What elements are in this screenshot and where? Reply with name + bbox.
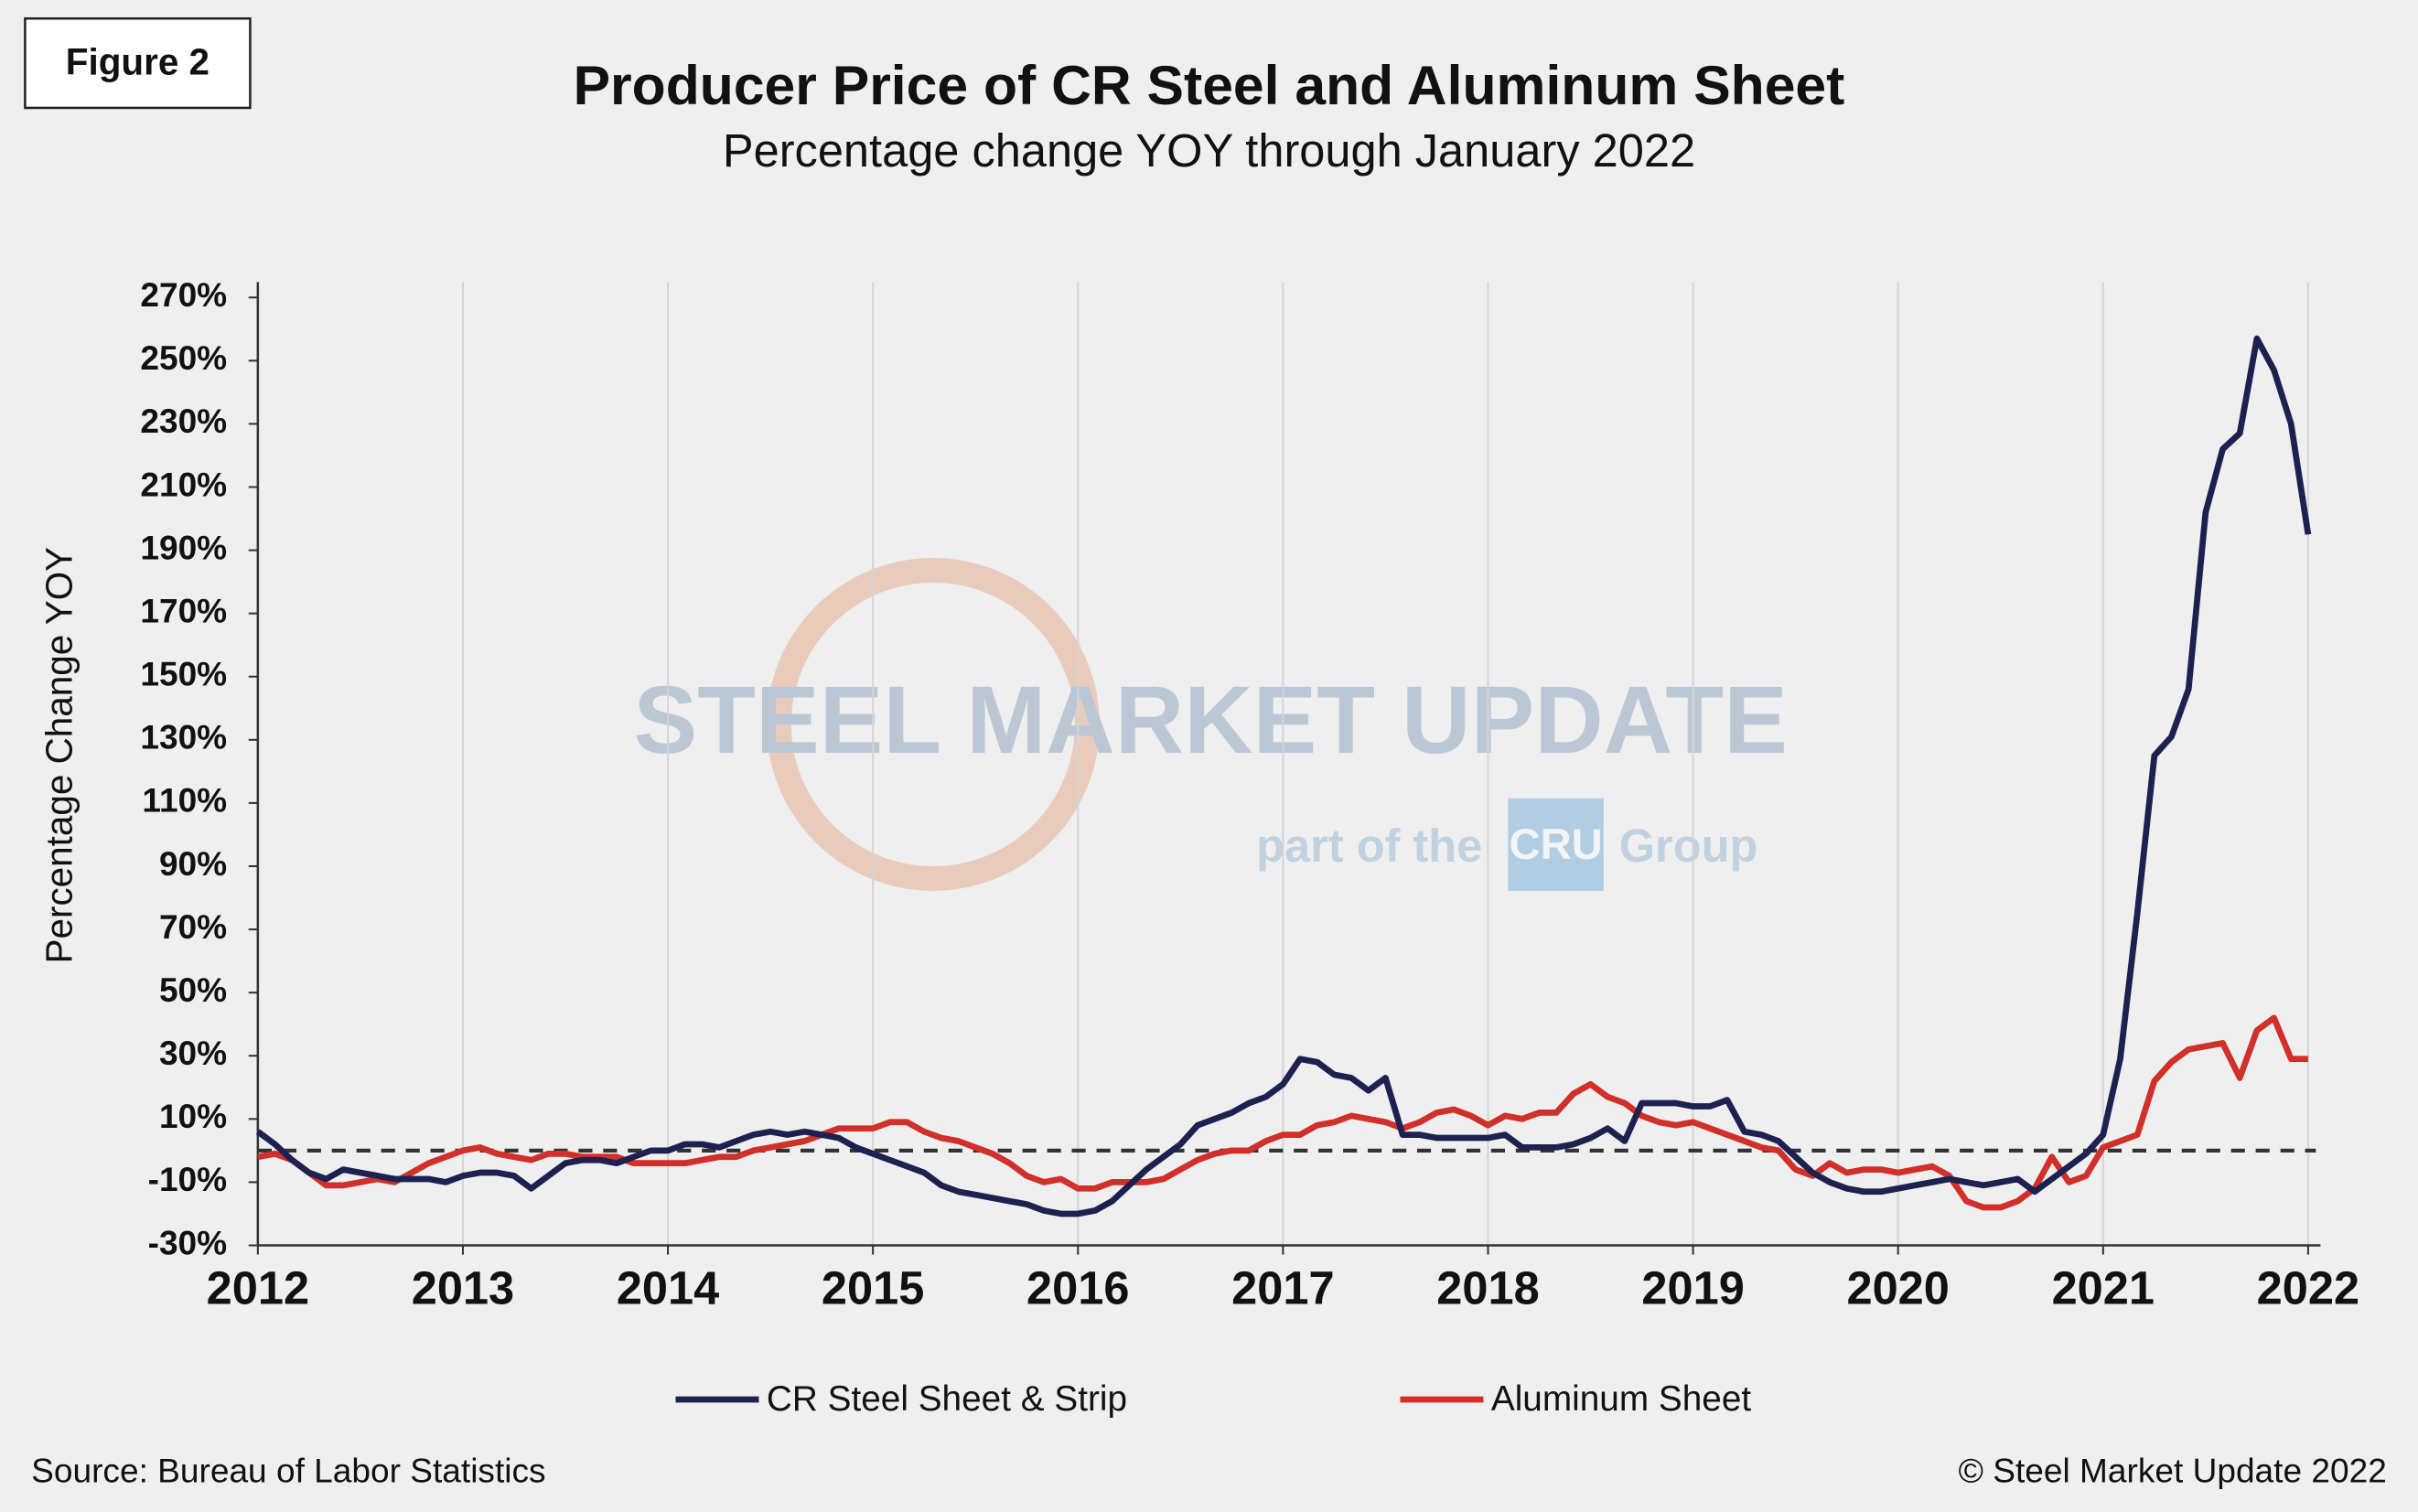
series-line <box>257 1014 2308 1211</box>
watermark-logo: CRU <box>1510 820 1603 868</box>
y-tick-label: -10% <box>148 1160 228 1198</box>
chart-subtitle: Percentage change YOY through January 20… <box>723 124 1695 177</box>
y-tick-label: -30% <box>148 1223 228 1261</box>
legend-label: Aluminum Sheet <box>1491 1379 1752 1419</box>
chart-title: Producer Price of CR Steel and Aluminum … <box>574 54 1845 116</box>
y-tick-label: 50% <box>159 970 227 1009</box>
watermark: STEEL MARKET UPDATE part of the CRU Grou… <box>633 557 1788 891</box>
y-tick-label: 110% <box>142 781 227 820</box>
figure-box <box>24 16 252 110</box>
copyright: © Steel Market Update 2022 <box>1959 1452 2387 1490</box>
x-tick-label: 2016 <box>1026 1261 1129 1314</box>
x-tick-label: 2015 <box>822 1261 924 1314</box>
x-tick-label: 2019 <box>1641 1261 1744 1314</box>
x-tick-label: 2017 <box>1231 1261 1334 1314</box>
y-tick-label: 90% <box>159 844 227 883</box>
y-axis-label: Percentage Change YOY <box>38 547 81 964</box>
figure-label: Figure 2 <box>66 40 210 82</box>
source: Source: Bureau of Labor Statistics <box>31 1452 545 1490</box>
y-tick-label: 210% <box>140 465 227 503</box>
y-tick-label: 30% <box>159 1034 227 1072</box>
y-tick-label: 230% <box>140 402 227 440</box>
x-tick-label: 2014 <box>617 1261 719 1314</box>
y-tick-label: 270% <box>140 275 227 314</box>
legend-label: CR Steel Sheet & Strip <box>767 1379 1127 1419</box>
watermark-tagline: part of the <box>1256 820 1482 872</box>
watermark-tagline: Group <box>1619 820 1758 872</box>
x-tick-label: 2018 <box>1436 1261 1539 1314</box>
x-tick-label: 2013 <box>412 1261 514 1314</box>
y-tick-label: 190% <box>140 528 227 566</box>
x-tick-label: 2021 <box>2052 1261 2155 1314</box>
y-tick-label: 130% <box>140 718 227 756</box>
series-line <box>255 335 2312 1217</box>
y-tick-label: 10% <box>159 1097 227 1135</box>
y-tick-label: 250% <box>140 338 227 377</box>
watermark-logo-box <box>1508 798 1604 891</box>
x-tick-label: 2020 <box>1846 1261 1949 1314</box>
y-tick-label: 170% <box>140 591 227 629</box>
watermark-arc <box>766 557 1100 891</box>
y-tick-label: 70% <box>159 907 227 946</box>
x-tick-label: 2022 <box>2257 1261 2359 1314</box>
watermark-brand: STEEL MARKET UPDATE <box>633 667 1787 774</box>
y-tick-label: 150% <box>140 655 227 693</box>
x-tick-label: 2012 <box>207 1261 309 1314</box>
